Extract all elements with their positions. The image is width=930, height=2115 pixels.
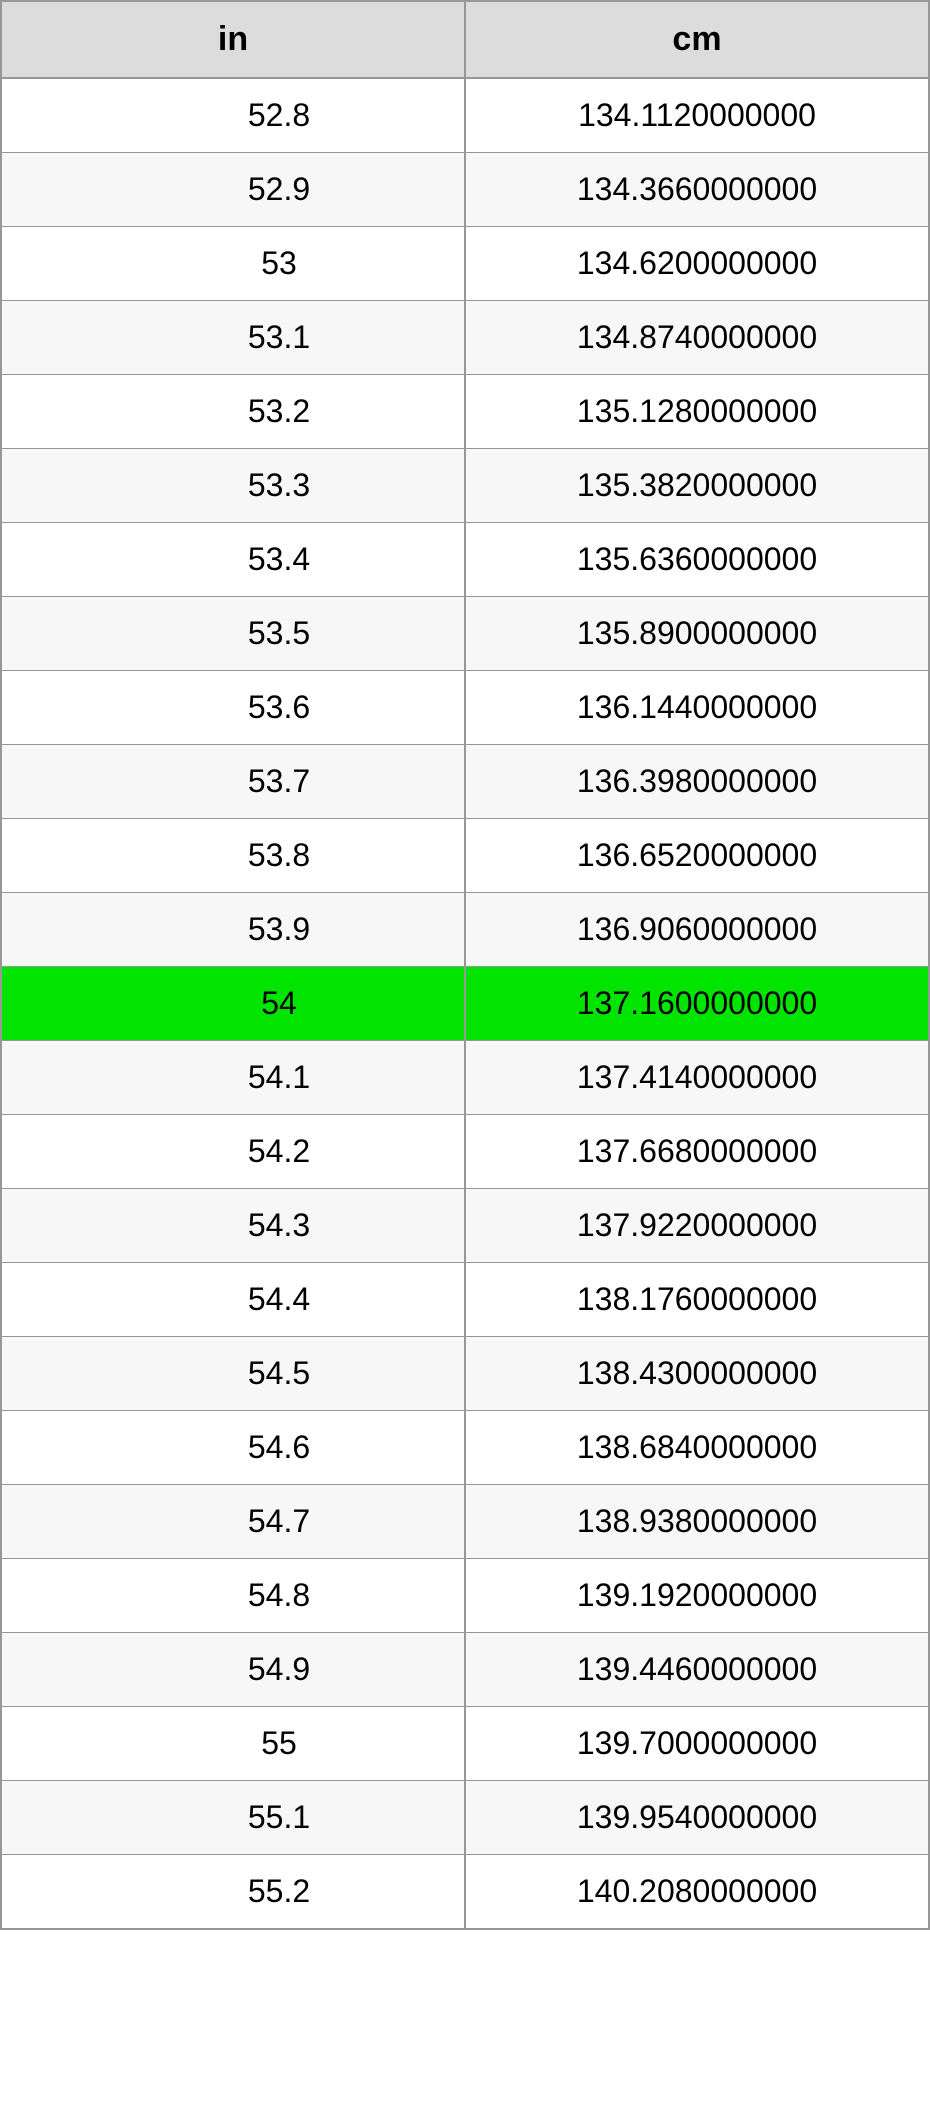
cell-in: 53.1: [1, 301, 465, 375]
table-row: 53.3135.3820000000: [1, 449, 929, 523]
conversion-table: in cm 52.8134.112000000052.9134.36600000…: [0, 0, 930, 1930]
table-row: 53.6136.1440000000: [1, 671, 929, 745]
cell-cm: 134.8740000000: [465, 301, 929, 375]
table-row: 53.1134.8740000000: [1, 301, 929, 375]
cell-cm: 139.7000000000: [465, 1707, 929, 1781]
cell-in: 55.2: [1, 1855, 465, 1930]
cell-cm: 138.6840000000: [465, 1411, 929, 1485]
cell-in: 53.9: [1, 893, 465, 967]
table-row: 54.2137.6680000000: [1, 1115, 929, 1189]
cell-in: 53.7: [1, 745, 465, 819]
cell-cm: 138.4300000000: [465, 1337, 929, 1411]
table-row: 53.9136.9060000000: [1, 893, 929, 967]
cell-in: 54.6: [1, 1411, 465, 1485]
cell-in: 55.1: [1, 1781, 465, 1855]
table-row: 55.2140.2080000000: [1, 1855, 929, 1930]
cell-in: 52.9: [1, 153, 465, 227]
cell-in: 54.8: [1, 1559, 465, 1633]
table-row: 52.8134.1120000000: [1, 78, 929, 153]
cell-cm: 139.9540000000: [465, 1781, 929, 1855]
cell-cm: 135.8900000000: [465, 597, 929, 671]
cell-cm: 136.6520000000: [465, 819, 929, 893]
cell-in: 53.4: [1, 523, 465, 597]
cell-in: 53.3: [1, 449, 465, 523]
table-row: 55.1139.9540000000: [1, 1781, 929, 1855]
cell-in: 53.5: [1, 597, 465, 671]
cell-cm: 140.2080000000: [465, 1855, 929, 1930]
table-body: 52.8134.112000000052.9134.36600000005313…: [1, 78, 929, 1929]
cell-cm: 137.9220000000: [465, 1189, 929, 1263]
table-row: 55139.7000000000: [1, 1707, 929, 1781]
cell-cm: 135.3820000000: [465, 449, 929, 523]
cell-cm: 135.1280000000: [465, 375, 929, 449]
cell-cm: 135.6360000000: [465, 523, 929, 597]
cell-in: 54.5: [1, 1337, 465, 1411]
table-row: 54.9139.4460000000: [1, 1633, 929, 1707]
table-row: 53.2135.1280000000: [1, 375, 929, 449]
cell-in: 53.6: [1, 671, 465, 745]
cell-in: 52.8: [1, 78, 465, 153]
cell-in: 53.2: [1, 375, 465, 449]
table-row: 54.7138.9380000000: [1, 1485, 929, 1559]
cell-cm: 134.6200000000: [465, 227, 929, 301]
cell-in: 54.7: [1, 1485, 465, 1559]
cell-cm: 136.9060000000: [465, 893, 929, 967]
cell-cm: 138.1760000000: [465, 1263, 929, 1337]
cell-cm: 134.3660000000: [465, 153, 929, 227]
cell-in: 54.1: [1, 1041, 465, 1115]
cell-cm: 138.9380000000: [465, 1485, 929, 1559]
table-header-row: in cm: [1, 1, 929, 78]
table-row: 52.9134.3660000000: [1, 153, 929, 227]
table-row: 53.8136.6520000000: [1, 819, 929, 893]
cell-in: 53: [1, 227, 465, 301]
cell-in: 55: [1, 1707, 465, 1781]
cell-in: 54.3: [1, 1189, 465, 1263]
table-row: 54137.1600000000: [1, 967, 929, 1041]
cell-cm: 136.1440000000: [465, 671, 929, 745]
table-row: 54.5138.4300000000: [1, 1337, 929, 1411]
header-in: in: [1, 1, 465, 78]
table-row: 54.1137.4140000000: [1, 1041, 929, 1115]
table-row: 53.7136.3980000000: [1, 745, 929, 819]
cell-in: 53.8: [1, 819, 465, 893]
cell-cm: 137.4140000000: [465, 1041, 929, 1115]
table-row: 53.5135.8900000000: [1, 597, 929, 671]
cell-cm: 139.1920000000: [465, 1559, 929, 1633]
cell-cm: 137.6680000000: [465, 1115, 929, 1189]
table-row: 54.6138.6840000000: [1, 1411, 929, 1485]
cell-in: 54.2: [1, 1115, 465, 1189]
cell-in: 54.4: [1, 1263, 465, 1337]
table-row: 54.3137.9220000000: [1, 1189, 929, 1263]
table-row: 53134.6200000000: [1, 227, 929, 301]
header-cm: cm: [465, 1, 929, 78]
cell-in: 54: [1, 967, 465, 1041]
table-row: 54.4138.1760000000: [1, 1263, 929, 1337]
cell-cm: 136.3980000000: [465, 745, 929, 819]
cell-cm: 139.4460000000: [465, 1633, 929, 1707]
table-row: 54.8139.1920000000: [1, 1559, 929, 1633]
cell-cm: 137.1600000000: [465, 967, 929, 1041]
cell-cm: 134.1120000000: [465, 78, 929, 153]
cell-in: 54.9: [1, 1633, 465, 1707]
table-row: 53.4135.6360000000: [1, 523, 929, 597]
